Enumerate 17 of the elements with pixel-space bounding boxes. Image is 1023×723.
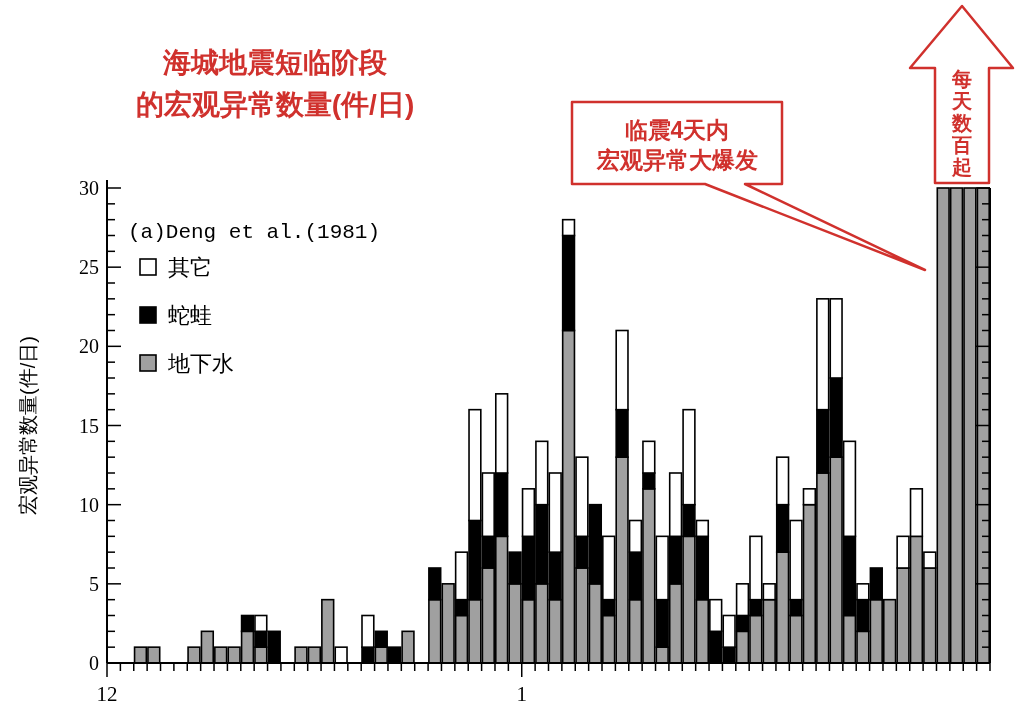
y-tick-label: 30 [79, 177, 99, 199]
chart-title: 海城地震短临阶段的宏观异常数量(件/日) [135, 47, 415, 120]
y-tick-label: 20 [79, 335, 99, 358]
y-tick-label: 0 [89, 652, 99, 674]
legend-label: 其它 [168, 255, 212, 280]
arrow: 每天数百起 [908, 4, 1015, 185]
y-tick-label: 10 [79, 493, 99, 516]
x-tick-label: 12 [96, 682, 118, 706]
callout: 临震4天内宏观异常大爆发 [570, 100, 927, 272]
x-tick-label: 1 [516, 682, 527, 706]
legend-label: 地下水 [167, 351, 234, 376]
y-tick-label: 25 [79, 256, 99, 279]
annotation: (a)Deng et al.(1981) [128, 221, 381, 244]
legend-label: 蛇蛙 [168, 303, 212, 328]
y-tick-label: 15 [79, 414, 99, 437]
y-tick-label: 5 [89, 572, 99, 595]
y-axis-title: 宏观异常数量(件/日) [17, 336, 39, 515]
